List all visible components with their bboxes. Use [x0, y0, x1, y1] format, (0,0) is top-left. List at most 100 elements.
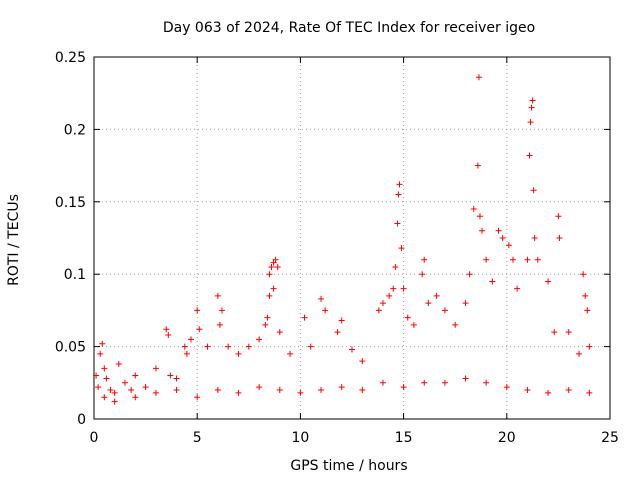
data-point: [586, 389, 593, 396]
data-point: [505, 242, 512, 249]
data-point: [181, 343, 188, 350]
y-tick-label: 0.25: [55, 50, 86, 66]
data-point: [421, 256, 428, 263]
data-point: [527, 119, 534, 126]
data-point: [173, 375, 180, 382]
data-point: [272, 256, 279, 263]
data-point: [400, 285, 407, 292]
data-point: [301, 314, 308, 321]
data-point: [398, 245, 405, 252]
data-point: [551, 329, 558, 336]
data-point: [524, 256, 531, 263]
data-point: [462, 375, 469, 382]
data-point: [101, 394, 108, 401]
data-point: [111, 389, 118, 396]
data-point: [386, 292, 393, 299]
data-point: [225, 343, 232, 350]
y-tick-label: 0: [77, 412, 86, 428]
chart-title: Day 063 of 2024, Rate Of TEC Index for r…: [163, 20, 535, 36]
data-point: [266, 292, 273, 299]
data-point: [528, 104, 535, 111]
data-point: [503, 384, 510, 391]
data-point: [95, 384, 102, 391]
data-point: [466, 271, 473, 278]
data-point: [425, 300, 432, 307]
data-point: [586, 343, 593, 350]
data-point: [256, 336, 263, 343]
data-point: [216, 321, 223, 328]
data-point: [524, 387, 531, 394]
data-point: [188, 336, 195, 343]
data-point: [99, 340, 106, 347]
data-point: [214, 292, 221, 299]
y-tick-label: 0.1: [64, 267, 86, 283]
data-point: [476, 213, 483, 220]
data-point: [111, 398, 118, 405]
data-point: [462, 300, 469, 307]
x-tick-label: 25: [601, 430, 619, 446]
data-point: [499, 235, 506, 241]
data-point: [441, 379, 448, 386]
data-point: [394, 220, 401, 227]
data-point: [421, 379, 428, 386]
data-point: [556, 235, 563, 241]
data-point: [307, 343, 314, 350]
data-point: [196, 326, 203, 333]
data-point: [470, 206, 477, 213]
data-point: [555, 213, 562, 220]
y-axis-label: ROTI / TECUs: [6, 194, 22, 286]
data-point: [565, 387, 572, 394]
data-point: [297, 389, 304, 396]
data-point: [400, 384, 407, 391]
data-point: [194, 394, 201, 401]
x-tick-label: 10: [291, 430, 309, 446]
data-point: [235, 389, 242, 396]
data-point: [101, 365, 108, 372]
data-point: [165, 332, 172, 339]
data-point: [270, 285, 277, 292]
data-point: [274, 263, 281, 270]
data-point: [534, 256, 541, 263]
data-point: [489, 278, 496, 285]
y-tick-label: 0.15: [55, 195, 86, 211]
data-point: [395, 191, 402, 198]
x-tick-label: 5: [193, 430, 202, 446]
data-point: [132, 394, 139, 401]
data-point: [396, 181, 403, 188]
data-point: [584, 307, 591, 314]
data-point: [392, 263, 399, 270]
data-point: [264, 314, 271, 321]
data-point: [359, 387, 366, 394]
data-point: [128, 387, 135, 394]
data-point: [479, 227, 486, 234]
data-point: [334, 329, 341, 336]
data-point: [268, 263, 275, 270]
data-point: [167, 372, 174, 379]
data-point: [276, 387, 283, 394]
y-tick-label: 0.2: [64, 122, 86, 138]
data-point: [318, 387, 325, 394]
data-point: [379, 379, 386, 386]
data-point: [483, 379, 490, 386]
data-point: [132, 372, 139, 379]
data-point: [266, 271, 273, 278]
data-point: [262, 321, 269, 328]
data-point: [245, 343, 252, 350]
data-point: [97, 350, 104, 357]
data-point: [183, 350, 190, 357]
data-point: [410, 321, 417, 328]
data-point: [565, 329, 572, 336]
data-point: [475, 74, 482, 81]
data-point: [115, 360, 122, 367]
data-point: [322, 307, 329, 314]
axis-ticks: 0 5 10 15 20 25 0 0.05 0.1 0.15 0.2 0.25: [55, 50, 619, 446]
data-point: [349, 346, 355, 353]
data-point: [433, 292, 440, 299]
data-point: [441, 307, 448, 314]
data-point: [276, 329, 283, 336]
data-point: [509, 256, 516, 263]
data-point: [474, 162, 481, 169]
data-point: [103, 375, 110, 382]
data-point: [218, 307, 225, 314]
